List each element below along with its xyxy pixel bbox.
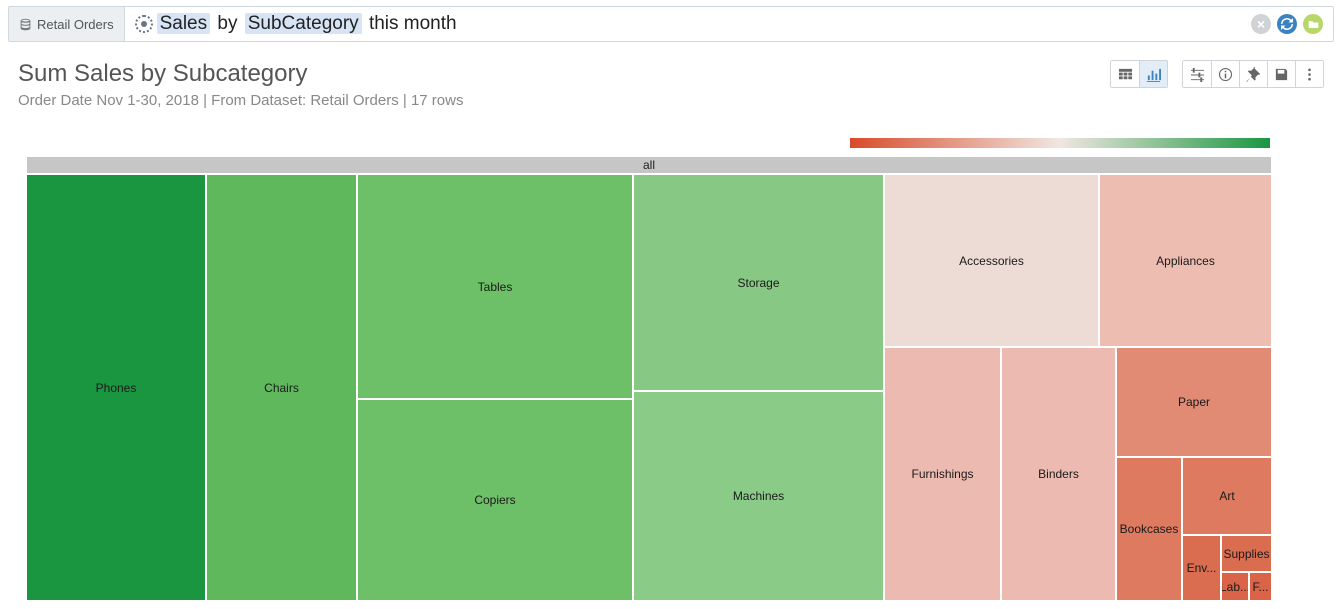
- treemap-cell[interactable]: Art: [1182, 457, 1272, 535]
- info-button[interactable]: [1211, 61, 1239, 87]
- treemap-cell[interactable]: Chairs: [206, 174, 357, 601]
- treemap-cell[interactable]: Storage: [633, 174, 884, 391]
- treemap-cell[interactable]: Phones: [26, 174, 206, 601]
- bar-chart-icon: [1146, 67, 1161, 82]
- treemap-cell[interactable]: Binders: [1001, 347, 1116, 601]
- info-icon: [1218, 67, 1233, 82]
- treemap-cell[interactable]: Furnishings: [884, 347, 1001, 601]
- pin-icon: [1246, 67, 1261, 82]
- treemap-cell[interactable]: Env...: [1182, 535, 1221, 601]
- clear-query-button[interactable]: ×: [1251, 14, 1271, 34]
- color-legend: [850, 138, 1270, 148]
- treemap-header[interactable]: all: [26, 156, 1272, 174]
- table-icon: [1118, 67, 1133, 82]
- more-vertical-icon: [1302, 67, 1317, 82]
- treemap-chart: all PhonesChairsTablesCopiersStorageMach…: [26, 156, 1272, 601]
- treemap-cell[interactable]: Accessories: [884, 174, 1099, 347]
- database-icon: [19, 18, 32, 31]
- treemap-body: PhonesChairsTablesCopiersStorageMachines…: [26, 174, 1272, 601]
- query-input[interactable]: Sales by SubCategory this month: [125, 7, 1241, 41]
- settings-button[interactable]: [1183, 61, 1211, 87]
- treemap-cell[interactable]: F...: [1249, 572, 1272, 601]
- query-token: by: [215, 13, 239, 34]
- treemap-cell[interactable]: Lab...: [1221, 572, 1249, 601]
- header-row: Sum Sales by Subcategory Order Date Nov …: [18, 60, 1324, 109]
- folder-icon: [1308, 19, 1319, 30]
- pin-button[interactable]: [1239, 61, 1267, 87]
- treemap-cell[interactable]: Supplies: [1221, 535, 1272, 572]
- treemap-cell[interactable]: Tables: [357, 174, 633, 399]
- treemap-cell[interactable]: Copiers: [357, 399, 633, 601]
- save-button[interactable]: [1267, 61, 1295, 87]
- page-subtitle: Order Date Nov 1-30, 2018 | From Dataset…: [18, 92, 1110, 109]
- query-token: SubCategory: [245, 13, 362, 34]
- query-actions: ×: [1241, 7, 1333, 41]
- query-token: Sales: [157, 13, 211, 34]
- page-title: Sum Sales by Subcategory: [18, 60, 1110, 88]
- query-tokens: Sales by SubCategory this month: [157, 13, 459, 35]
- refresh-icon: [1281, 18, 1293, 30]
- query-token: this month: [367, 13, 459, 34]
- treemap-cell[interactable]: Paper: [1116, 347, 1272, 457]
- dataset-selector[interactable]: Retail Orders: [9, 7, 125, 41]
- treemap-cell[interactable]: Bookcases: [1116, 457, 1182, 601]
- toolbar: [1110, 60, 1324, 88]
- treemap-cell[interactable]: Appliances: [1099, 174, 1272, 347]
- run-query-button[interactable]: [1303, 14, 1323, 34]
- refresh-query-button[interactable]: [1277, 14, 1297, 34]
- view-table-button[interactable]: [1111, 61, 1139, 87]
- top-bar: Retail Orders Sales by SubCategory this …: [8, 6, 1334, 42]
- more-button[interactable]: [1295, 61, 1323, 87]
- sliders-icon: [1190, 67, 1205, 82]
- save-icon: [1274, 67, 1289, 82]
- dataset-label: Retail Orders: [37, 17, 114, 32]
- view-chart-button[interactable]: [1139, 61, 1167, 87]
- query-target-icon: [135, 15, 153, 33]
- treemap-cell[interactable]: Machines: [633, 391, 884, 601]
